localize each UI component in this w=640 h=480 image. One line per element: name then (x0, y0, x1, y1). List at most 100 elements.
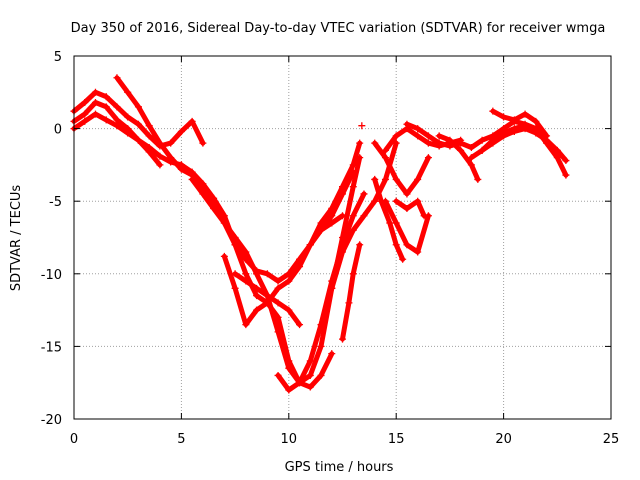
series-trace (318, 140, 399, 328)
data-point (177, 128, 185, 136)
data-point (500, 113, 508, 121)
data-point (386, 219, 394, 227)
data-point (81, 110, 89, 118)
data-point (339, 335, 346, 343)
data-point (562, 171, 570, 179)
series-trace (340, 242, 363, 342)
data-point (328, 284, 336, 292)
data-point (392, 197, 400, 205)
data-point (156, 152, 164, 160)
data-point (532, 129, 540, 137)
data-point (435, 132, 443, 140)
series-trace (372, 176, 406, 262)
data-point (392, 132, 400, 140)
data-point (360, 212, 368, 220)
y-tick-label: 5 (54, 50, 62, 65)
data-point (403, 190, 411, 198)
data-point (296, 321, 304, 329)
data-point (500, 129, 508, 137)
series-arc-23 (467, 122, 529, 162)
data-point (457, 139, 465, 147)
data-point (296, 379, 304, 387)
data-point (414, 132, 422, 140)
x-axis-label: GPS time / hours (285, 460, 394, 475)
data-point (242, 270, 250, 278)
data-point (124, 129, 132, 137)
data-point (328, 204, 336, 212)
data-point (167, 154, 175, 162)
data-point (381, 154, 389, 162)
data-point (553, 146, 561, 154)
data-point (403, 120, 411, 128)
data-point (263, 299, 271, 307)
data-point (263, 292, 271, 300)
data-point (392, 175, 400, 183)
data-point (474, 175, 482, 183)
x-tick-label: 0 (70, 432, 78, 447)
data-point (285, 386, 293, 394)
data-point (274, 371, 282, 379)
series-arc-15 (381, 197, 432, 256)
series-arc-12 (339, 241, 364, 343)
data-point (356, 241, 364, 249)
data-point (399, 255, 407, 263)
data-point (339, 248, 346, 256)
series-arc-4 (113, 74, 357, 285)
data-point (414, 125, 422, 133)
data-point (81, 98, 89, 106)
y-tick-label: -20 (41, 413, 62, 428)
data-point (134, 120, 142, 128)
data-point (285, 277, 293, 285)
data-point (188, 117, 196, 125)
data-point (489, 136, 497, 144)
data-point (403, 241, 411, 249)
series-arc-18 (371, 139, 432, 198)
series-trace (372, 140, 431, 197)
data-point (392, 219, 400, 227)
data-point (467, 143, 475, 151)
data-point (242, 248, 250, 256)
data-point (199, 180, 207, 188)
series-arc-20 (435, 132, 482, 183)
series-arc-7 (220, 252, 336, 391)
data-point (339, 183, 346, 191)
data-point (306, 357, 314, 365)
y-tick-label: -10 (41, 268, 62, 283)
data-point (188, 175, 196, 183)
data-point (91, 110, 99, 118)
data-point (285, 306, 293, 314)
series-arc-13 (358, 122, 366, 130)
x-tick-label: 5 (177, 432, 185, 447)
data-point (446, 136, 454, 144)
data-point (392, 241, 400, 249)
x-tick-label: 25 (603, 432, 620, 447)
data-point (145, 122, 153, 130)
data-point (124, 113, 132, 121)
series-arc-8 (231, 270, 304, 329)
data-point (553, 154, 561, 162)
data-point (102, 116, 110, 124)
chart-title: Day 350 of 2016, Sidereal Day-to-day VTE… (71, 21, 606, 36)
data-point (345, 299, 353, 307)
data-point (113, 74, 121, 82)
data-point (167, 139, 175, 147)
data-point (317, 371, 325, 379)
data-point (177, 161, 185, 169)
data-point (356, 139, 364, 147)
series-trace (71, 111, 184, 168)
series-trace (307, 140, 363, 248)
data-point (145, 132, 153, 140)
data-point (467, 154, 475, 162)
data-point (467, 161, 475, 169)
data-point (91, 98, 99, 106)
data-point (306, 383, 314, 391)
data-point (199, 139, 207, 147)
data-point (210, 204, 218, 212)
data-point (377, 197, 385, 205)
data-point (414, 248, 422, 256)
series-arc-16 (392, 197, 428, 220)
y-axis-label: SDTVAR / TECUs (9, 185, 24, 292)
series-arc-21 (489, 107, 551, 140)
data-point (220, 219, 228, 227)
x-tick-label: 15 (388, 432, 405, 447)
